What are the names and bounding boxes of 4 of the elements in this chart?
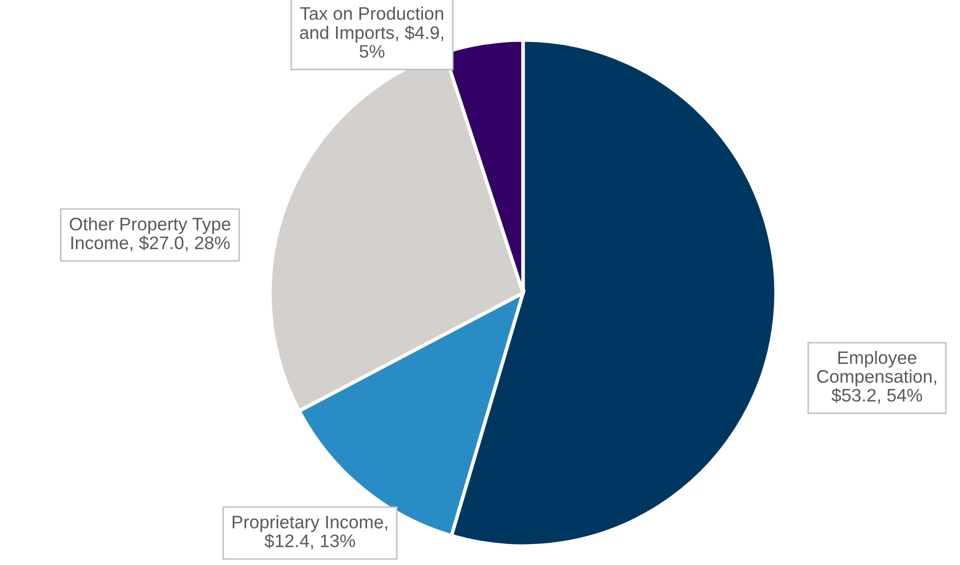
slice-label: Proprietary Income, $12.4, 13% <box>232 515 388 550</box>
slice-label: Tax on Production and Imports, $4.9, 5% <box>300 6 444 58</box>
slice-label: Employee Compensation, $53.2, 54% <box>817 350 936 404</box>
slice-label: Other Property Type Income, $27.0, 28% <box>70 217 230 252</box>
